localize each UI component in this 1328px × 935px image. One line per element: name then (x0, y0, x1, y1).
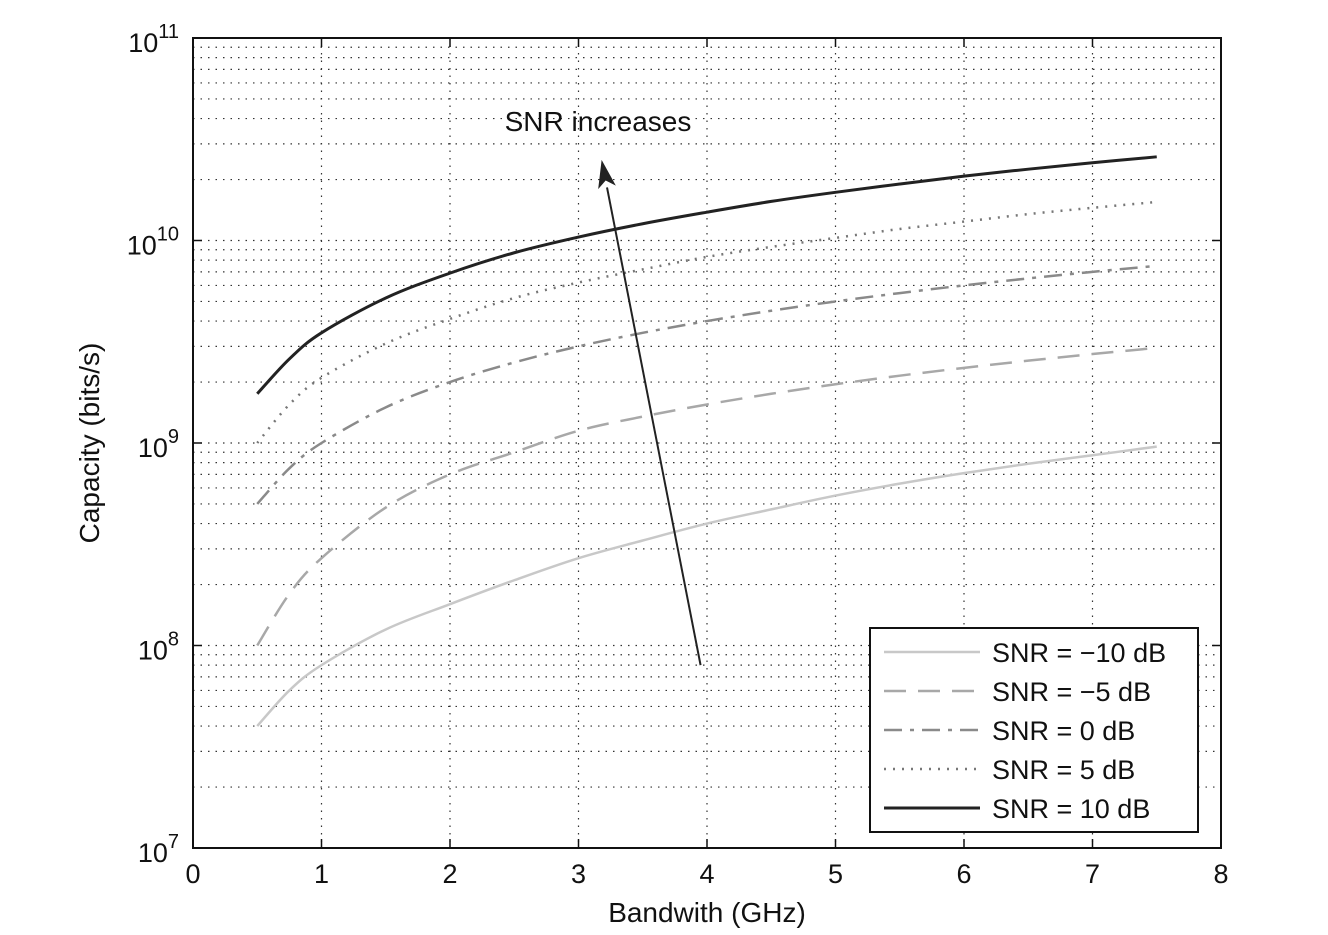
snr-arrow (606, 187, 702, 666)
series-lines (256, 155, 1157, 727)
x-axis-ticks: 0 1 2 3 4 5 6 7 8 (185, 38, 1229, 889)
series-line-snr-1 (256, 346, 1157, 647)
y-tick-base: 10 (138, 433, 168, 463)
snr-arrow-head (598, 159, 616, 190)
y-tick-exponent: 9 (168, 426, 179, 448)
grid (193, 38, 1221, 848)
x-tick-label: 3 (571, 859, 586, 889)
x-tick-label: 7 (1085, 859, 1100, 889)
x-tick-label: 5 (828, 859, 843, 889)
y-axis-label: Capacity (bits/s) (74, 343, 105, 544)
x-tick-label: 1 (314, 859, 329, 889)
x-tick-label: 8 (1213, 859, 1228, 889)
legend-label: SNR = 5 dB (992, 755, 1135, 785)
legend-label: SNR = −5 dB (992, 677, 1151, 707)
series-line-snr-4 (256, 155, 1157, 395)
y-tick-base: 10 (127, 231, 157, 261)
y-tick-label: 109 (138, 426, 179, 463)
y-tick-base: 10 (138, 636, 168, 666)
annotation-label: SNR increases (505, 106, 692, 137)
y-tick-base: 10 (138, 838, 168, 868)
x-tick-label: 4 (699, 859, 714, 889)
legend-label: SNR = 10 dB (992, 794, 1150, 824)
y-tick-label: 1011 (128, 21, 179, 58)
legend-label: SNR = 0 dB (992, 716, 1135, 746)
series-line-snr-0 (256, 445, 1157, 727)
y-tick-label: 1010 (127, 224, 179, 261)
y-tick-base: 10 (128, 28, 158, 58)
legend: SNR = −10 dB SNR = −5 dB SNR = 0 dB SNR = 5… (869, 627, 1199, 833)
y-tick-exponent: 10 (157, 224, 179, 246)
legend-label: SNR = −10 dB (992, 638, 1166, 668)
y-tick-exponent: 8 (168, 629, 179, 651)
x-axis-label: Bandwith (GHz) (608, 897, 806, 928)
series-line-snr-3 (256, 200, 1157, 444)
annotation: SNR increases (505, 106, 702, 666)
x-tick-label: 2 (442, 859, 457, 889)
series-line-snr-2 (256, 264, 1157, 505)
y-tick-exponent: 7 (168, 831, 179, 853)
x-tick-label: 0 (185, 859, 200, 889)
y-tick-label: 108 (138, 629, 179, 666)
y-tick-label: 107 (138, 831, 179, 868)
y-tick-exponent: 11 (158, 21, 179, 43)
x-tick-label: 6 (956, 859, 971, 889)
